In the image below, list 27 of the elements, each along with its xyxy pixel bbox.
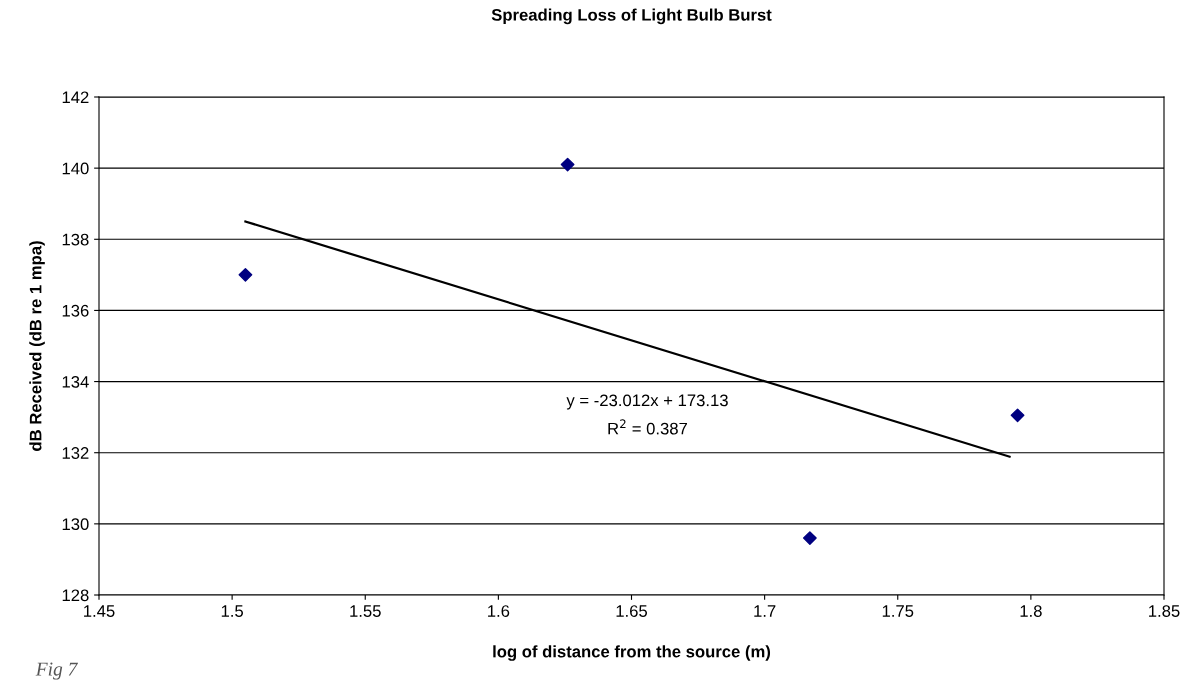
x-tick-label: 1.8 xyxy=(1020,605,1042,617)
x-axis-title: log of distance from the source (m) xyxy=(493,645,771,661)
point xyxy=(802,531,817,545)
point xyxy=(238,267,253,282)
y-tick-label: 136 xyxy=(62,304,89,317)
x-tick-label: 1.65 xyxy=(616,605,648,617)
y-tick-label: 134 xyxy=(62,375,89,388)
x-tick-label: 1.75 xyxy=(882,605,914,617)
caption: Fig 7 xyxy=(35,662,79,680)
y-tick-label: 128 xyxy=(62,589,89,602)
x-tick-label: 1.85 xyxy=(1149,605,1180,617)
annotation: y = -23.012x + 173.13 xyxy=(566,394,728,410)
x-tick-label: 1.45 xyxy=(84,605,115,617)
y-tick-label: 142 xyxy=(62,91,89,104)
point xyxy=(560,157,575,172)
point xyxy=(1010,408,1025,423)
x-tick-label: 1.55 xyxy=(350,605,381,617)
y-tick-label: 138 xyxy=(62,233,89,246)
y-tick-label: 130 xyxy=(62,518,89,531)
y-tick-label: 132 xyxy=(62,447,89,459)
y-tick-label: 140 xyxy=(62,162,89,175)
x-tick-label: 1.5 xyxy=(221,605,244,617)
x-tick-label: 1.7 xyxy=(754,605,776,617)
y-axis-title: dB Received (dB re 1 mpa) xyxy=(29,241,45,451)
x-tick-label: 1.6 xyxy=(488,605,510,617)
annotation: R$^{2}$ = 0.387 xyxy=(608,419,687,435)
chart-title: Spreading Loss of Light Bulb Burst xyxy=(491,8,772,25)
